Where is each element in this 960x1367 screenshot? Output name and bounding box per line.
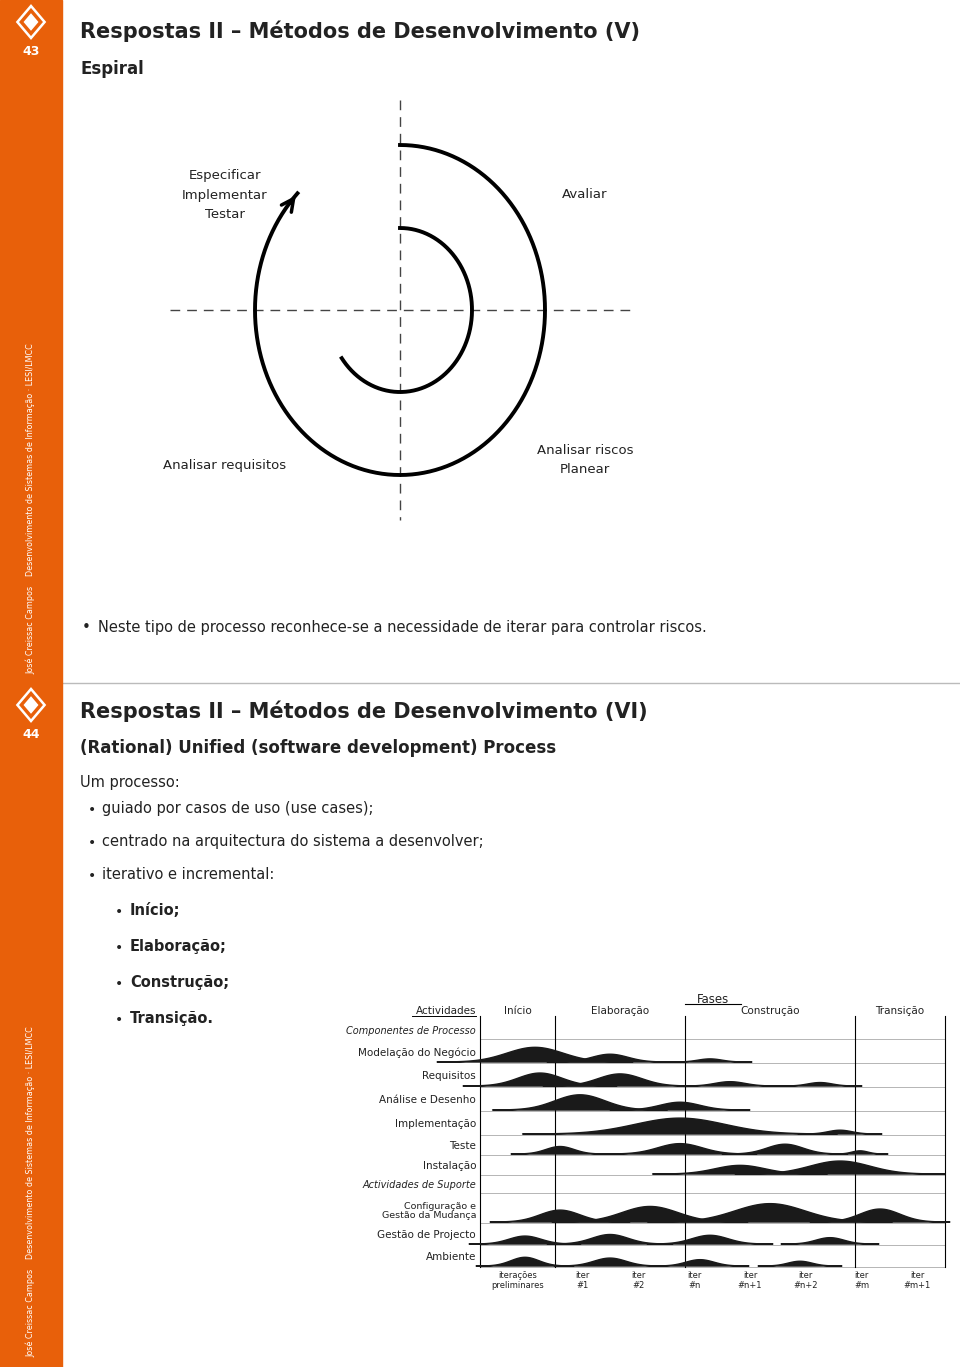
Text: Elaboração;: Elaboração; (130, 939, 227, 954)
Polygon shape (758, 1262, 842, 1266)
Text: Implementação: Implementação (395, 1120, 476, 1129)
Text: Actividades: Actividades (416, 1006, 476, 1016)
Text: Instalação: Instalação (422, 1161, 476, 1172)
Text: Elaboração: Elaboração (591, 1006, 649, 1016)
Text: (Rational) Unified (software development) Process: (Rational) Unified (software development… (80, 740, 556, 757)
Text: 43: 43 (22, 45, 39, 57)
Text: Teste: Teste (449, 1141, 476, 1151)
Polygon shape (547, 1234, 673, 1244)
Polygon shape (23, 696, 38, 714)
Text: Gestão da Mudança: Gestão da Mudança (381, 1211, 476, 1219)
Polygon shape (490, 1210, 630, 1222)
Text: Ambiente: Ambiente (425, 1252, 476, 1262)
Text: •: • (115, 977, 123, 991)
Polygon shape (522, 1118, 837, 1135)
Polygon shape (778, 1083, 862, 1085)
Polygon shape (492, 1095, 667, 1110)
Text: Componentes de Processo: Componentes de Processo (347, 1027, 476, 1036)
Text: Espiral: Espiral (80, 60, 144, 78)
Text: centrado na arquitectura do sistema a desenvolver;: centrado na arquitectura do sistema a de… (102, 834, 484, 849)
Text: José Creissac Campos: José Creissac Campos (26, 586, 36, 674)
Text: Respostas II – Métodos de Desenvolvimento (V): Respostas II – Métodos de Desenvolviment… (80, 21, 640, 41)
Text: iter
#n: iter #n (687, 1271, 702, 1290)
Polygon shape (647, 1204, 893, 1222)
Polygon shape (437, 1047, 633, 1062)
Text: Analisar requisitos: Analisar requisitos (163, 458, 287, 472)
Text: Neste tipo de processo reconhece-se a necessidade de iterar para controlar risco: Neste tipo de processo reconhece-se a ne… (98, 621, 707, 636)
Polygon shape (798, 1131, 882, 1135)
Polygon shape (668, 1059, 752, 1062)
Polygon shape (476, 1258, 574, 1266)
Text: José Creissac Campos: José Creissac Campos (26, 1269, 36, 1357)
Text: Modelação do Negócio: Modelação do Negócio (358, 1047, 476, 1058)
Text: Desenvolvimento de Sistemas de Informação · LESI/LMCC: Desenvolvimento de Sistemas de Informaçã… (27, 1027, 36, 1259)
Polygon shape (647, 1236, 773, 1244)
Text: Respostas II – Métodos de Desenvolvimento (VI): Respostas II – Métodos de Desenvolviment… (80, 701, 648, 723)
Polygon shape (554, 1258, 666, 1266)
Text: Requisitos: Requisitos (422, 1070, 476, 1081)
Text: Analisar riscos
Planear: Analisar riscos Planear (537, 444, 634, 476)
Text: Início;: Início; (130, 904, 180, 919)
Text: Transição: Transição (876, 1006, 924, 1016)
Text: •: • (115, 905, 123, 919)
Text: •: • (88, 837, 96, 850)
Text: Fases: Fases (696, 992, 729, 1006)
Polygon shape (653, 1165, 828, 1174)
Polygon shape (543, 1074, 697, 1085)
Text: •: • (115, 1013, 123, 1027)
Polygon shape (810, 1208, 950, 1222)
Text: Transição.: Transição. (130, 1012, 214, 1027)
Text: guiado por casos de uso (use cases);: guiado por casos de uso (use cases); (102, 801, 373, 816)
Text: Avaliar: Avaliar (563, 189, 608, 201)
Text: Construção: Construção (740, 1006, 800, 1016)
Text: iter
#1: iter #1 (576, 1271, 590, 1290)
Text: Um processo:: Um processo: (80, 775, 180, 790)
Text: iterativo e incremental:: iterativo e incremental: (102, 867, 275, 882)
Text: iter
#n+1: iter #n+1 (737, 1271, 762, 1290)
Polygon shape (722, 1144, 848, 1154)
Bar (0, 0, 62, 684)
Polygon shape (610, 1102, 750, 1110)
Text: iter
#m+1: iter #m+1 (903, 1271, 931, 1290)
Polygon shape (678, 1081, 782, 1085)
Text: iter
#m: iter #m (853, 1271, 869, 1290)
Bar (0, 684, 62, 1367)
Polygon shape (651, 1259, 749, 1266)
Text: Análise e Desenho: Análise e Desenho (379, 1095, 476, 1105)
Polygon shape (23, 14, 38, 31)
Polygon shape (603, 1144, 757, 1154)
Polygon shape (463, 1073, 617, 1085)
Polygon shape (735, 1161, 945, 1174)
Text: •: • (115, 940, 123, 956)
Text: Construção;: Construção; (130, 975, 229, 990)
Polygon shape (832, 1151, 888, 1154)
Text: 44: 44 (22, 729, 39, 741)
Text: iter
#n+2: iter #n+2 (794, 1271, 818, 1290)
Text: Gestão de Projecto: Gestão de Projecto (377, 1230, 476, 1240)
Text: •: • (82, 621, 91, 636)
Text: Actividades de Suporte: Actividades de Suporte (362, 1180, 476, 1191)
Text: Início: Início (504, 1006, 532, 1016)
Polygon shape (547, 1054, 673, 1062)
Text: iter
#2: iter #2 (632, 1271, 646, 1290)
Text: •: • (88, 802, 96, 817)
Text: Configuração e: Configuração e (404, 1202, 476, 1211)
Text: •: • (88, 869, 96, 883)
Polygon shape (469, 1236, 581, 1244)
Polygon shape (781, 1237, 879, 1244)
Polygon shape (511, 1147, 609, 1154)
Text: iterações
preliminares: iterações preliminares (492, 1271, 544, 1290)
Text: Desenvolvimento de Sistemas de Informação · LESI/LMCC: Desenvolvimento de Sistemas de Informaçã… (27, 343, 36, 577)
Text: Especificar
Implementar
Testar: Especificar Implementar Testar (182, 170, 268, 220)
Polygon shape (552, 1207, 748, 1222)
